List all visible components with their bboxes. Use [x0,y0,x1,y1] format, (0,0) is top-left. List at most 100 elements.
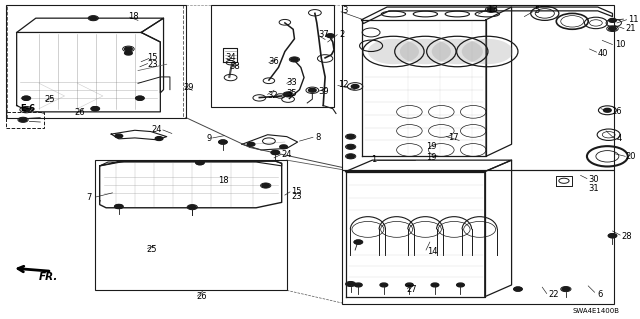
Text: 29: 29 [183,83,194,92]
Text: 15: 15 [291,187,302,196]
Circle shape [347,135,355,138]
Circle shape [284,93,292,96]
Text: 13: 13 [487,5,498,14]
Text: 26: 26 [75,108,85,117]
Circle shape [271,151,279,154]
Circle shape [125,47,132,51]
Circle shape [308,88,316,92]
Text: 3: 3 [342,6,348,15]
Text: 28: 28 [621,232,632,241]
Circle shape [347,154,355,158]
Circle shape [22,108,30,112]
Circle shape [326,34,334,38]
Circle shape [115,204,123,208]
Bar [6,4,186,118]
Text: 19: 19 [426,142,436,151]
Bar [342,4,614,170]
Text: 5: 5 [534,6,540,15]
Circle shape [247,142,255,146]
Circle shape [156,137,163,140]
Text: 9: 9 [206,134,211,143]
Text: 25: 25 [147,245,157,254]
Circle shape [351,85,359,88]
Circle shape [92,107,99,111]
Text: E-6: E-6 [20,104,35,113]
Circle shape [462,39,513,64]
Text: 36: 36 [268,57,279,66]
Text: FR.: FR. [39,272,58,282]
Circle shape [609,234,616,238]
Text: 34: 34 [225,53,236,62]
Circle shape [136,96,144,100]
Circle shape [115,134,123,138]
Text: 22: 22 [548,290,559,299]
Text: 25: 25 [44,95,54,104]
Circle shape [188,205,196,209]
Bar [6,112,44,128]
Circle shape [432,39,483,64]
Circle shape [431,283,439,287]
Text: 14: 14 [428,247,438,256]
Circle shape [125,51,132,55]
Circle shape [457,283,465,287]
Text: 10: 10 [615,40,625,49]
Circle shape [262,184,269,188]
Circle shape [562,287,570,291]
Text: 20: 20 [625,152,636,161]
Circle shape [609,19,616,22]
Text: 31: 31 [588,184,599,193]
Text: 27: 27 [406,285,417,294]
Circle shape [347,282,355,286]
Text: 39: 39 [318,87,329,96]
Text: 6: 6 [597,290,602,299]
Text: 35: 35 [286,89,297,98]
Text: 17: 17 [448,133,458,142]
Text: 24: 24 [152,125,163,134]
Text: 1: 1 [371,155,376,164]
Text: SWA4E1400B: SWA4E1400B [572,308,620,314]
Circle shape [609,27,616,31]
Circle shape [19,118,27,122]
Circle shape [380,283,388,287]
Text: 12: 12 [338,80,348,89]
Text: 21: 21 [625,24,636,33]
Text: 37: 37 [318,31,329,40]
Text: 18: 18 [129,12,139,21]
Text: 7: 7 [86,193,92,202]
Text: 26: 26 [196,292,207,301]
Bar [95,160,287,290]
Text: 23: 23 [291,192,302,201]
Text: 11: 11 [628,15,639,24]
Circle shape [291,57,298,61]
Circle shape [196,161,204,165]
Text: 33: 33 [286,78,297,87]
Text: 4: 4 [616,134,621,143]
Circle shape [219,140,227,144]
Text: 24: 24 [282,150,292,159]
Text: 19: 19 [426,153,436,162]
Bar [211,4,334,107]
Circle shape [280,145,287,149]
Circle shape [355,240,362,244]
Circle shape [487,8,495,11]
Circle shape [406,283,413,287]
Circle shape [347,145,355,149]
Text: 40: 40 [598,48,608,58]
Circle shape [514,287,522,291]
Circle shape [90,16,97,20]
Text: 2: 2 [340,30,345,39]
Text: 30: 30 [588,175,599,184]
Text: 8: 8 [316,133,321,142]
Circle shape [400,39,451,64]
Text: 23: 23 [148,60,158,69]
Text: 38: 38 [229,62,240,71]
Text: 16: 16 [611,108,622,116]
Circle shape [604,108,611,112]
Text: 18: 18 [218,176,228,185]
Circle shape [368,39,419,64]
Circle shape [355,283,362,287]
Text: 32: 32 [267,91,278,100]
Bar [342,170,614,304]
Circle shape [22,96,30,100]
Text: 15: 15 [148,53,158,62]
